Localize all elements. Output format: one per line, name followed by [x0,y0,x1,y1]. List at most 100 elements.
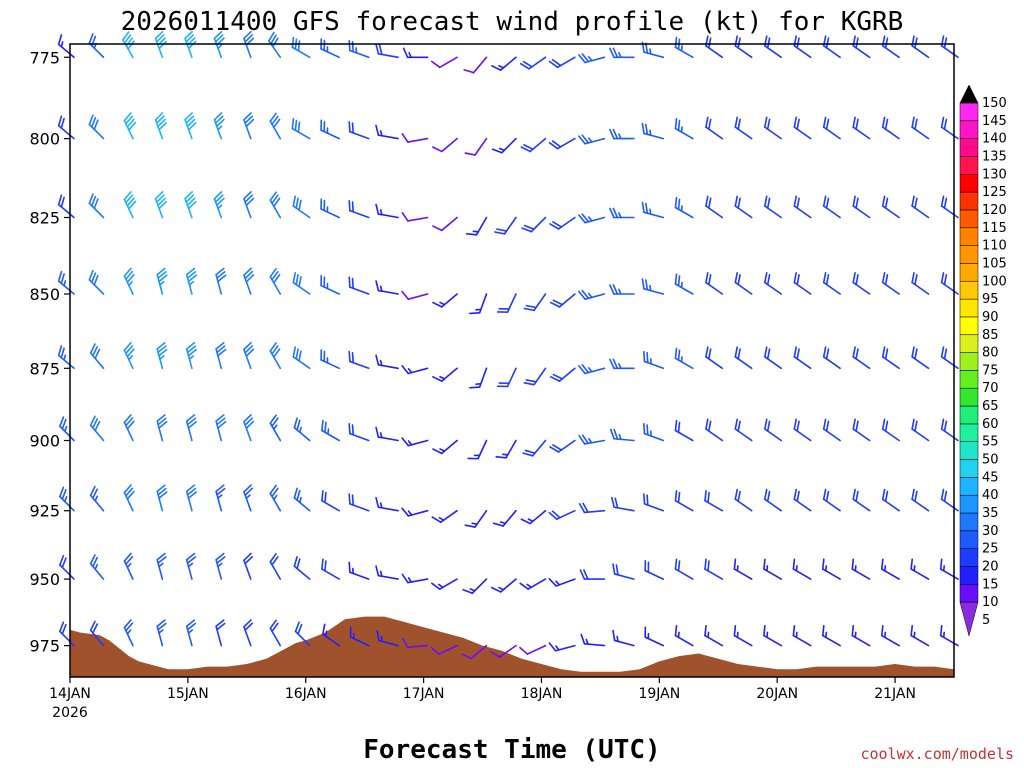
wind-barb [522,439,547,457]
wind-barb [763,625,783,647]
wind-barb [375,124,399,140]
wind-barb [674,625,694,647]
wind-barb [156,619,167,647]
wind-barb [491,56,517,71]
wind-barb [940,418,959,442]
wind-barb [793,35,812,59]
wind-barb [375,280,399,295]
wind-barb [123,484,135,512]
wind-barb [432,439,458,455]
colorbar-label: 135 [982,149,1007,164]
wind-barb [57,270,75,295]
wind-barb [519,644,547,655]
wind-barb [641,122,665,140]
x-tick-label: 18JAN [521,686,563,702]
wind-barb [156,341,168,370]
wind-barb [911,346,930,370]
wind-barb [822,488,841,512]
wind-barb [154,191,168,219]
x-tick-year-label: 2026 [52,705,88,721]
wind-barb [821,558,841,580]
wind-barb [578,289,606,300]
wind-barb [293,417,311,442]
plot-frame [69,43,955,678]
x-tick-label: 19JAN [638,686,680,702]
wind-barb [243,619,254,647]
wind-barb [401,212,429,222]
colorbar-label: 105 [982,256,1007,271]
wind-barb [467,439,488,460]
colorbar-swatch [959,209,979,229]
x-axis: 14JAN 2026 15JAN 16JAN 17JAN 18JAN 19JAN 20JAN 2… [49,677,916,721]
wind-barb [57,194,75,219]
colorbar-label: 140 [982,132,1007,147]
colorbar-swatch [959,512,979,532]
wind-barb [578,134,606,145]
colorbar-swatch [959,548,979,567]
wind-barb [704,558,724,580]
wind-barb [734,418,753,442]
wind-barb [881,418,900,442]
wind-barb [764,35,783,59]
y-tick-label: 875 [29,359,60,378]
wind-barb [793,418,812,442]
colorbar-label: 145 [982,114,1007,129]
wind-barb [215,619,226,647]
wind-barb [88,269,105,295]
wind-barb [464,137,488,156]
wind-barb [793,116,812,140]
colorbar-swatch [959,245,979,264]
wind-barb [348,200,370,219]
wind-barb [940,35,959,59]
wind-barb [734,35,753,59]
wind-barb [641,278,665,295]
wind-barb [243,112,255,140]
wind-barb [185,552,197,580]
wind-barb [549,367,576,382]
wind-barb [881,488,900,512]
wind-barb [123,341,135,370]
x-tick-label: 20JAN [756,686,798,702]
wind-barb [940,346,959,370]
colorbar-label: 55 [982,435,999,450]
wind-barb [215,267,227,295]
x-tick-label: 15JAN [167,686,209,702]
wind-barb [348,423,370,442]
credit-link[interactable]: coolwx.com/models [860,745,1014,763]
wind-barb [89,620,105,647]
wind-barb [520,137,547,153]
wind-barb [375,354,399,370]
y-tick-label: 800 [29,130,60,149]
wind-barb [881,346,900,370]
wind-barb [376,629,399,647]
wind-barb [764,272,783,295]
wind-barb [674,196,694,219]
colorbar-label: 20 [982,560,999,575]
wind-barb [431,56,458,69]
wind-barb [549,216,576,230]
wind-barb [156,414,168,442]
colorbar-label: 120 [982,203,1007,218]
wind-barb [156,552,167,580]
wind-barb [57,34,75,59]
colorbar-swatch [959,102,979,122]
wind-barb [401,437,429,447]
wind-barb [705,35,724,59]
wind-barb [764,418,783,442]
colorbar-label: 45 [982,470,999,485]
colorbar-swatch [959,387,979,407]
colorbar-label: 130 [982,167,1007,182]
wind-barb [911,35,930,59]
wind-barb [215,552,226,580]
wind-barb [523,367,547,386]
wind-barb [432,216,458,232]
wind-barb [822,418,841,442]
wind-barb [822,346,841,370]
wind-barb [548,509,576,520]
wind-barb [123,267,135,295]
wind-barb [123,112,137,140]
wind-barb [911,488,930,512]
wind-barb [643,423,665,442]
wind-barb [243,414,255,442]
y-tick-label: 950 [29,570,60,589]
